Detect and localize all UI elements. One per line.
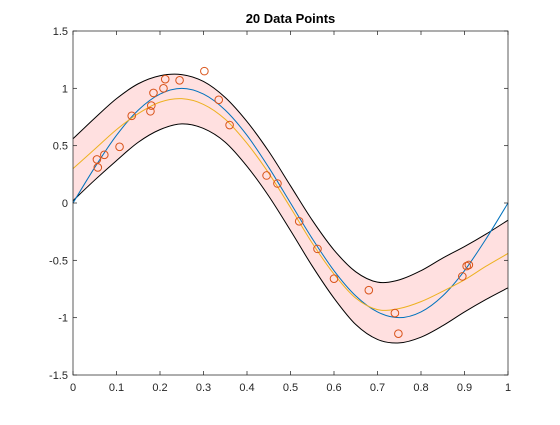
data-point bbox=[464, 260, 474, 270]
data-point bbox=[214, 95, 224, 105]
data-point bbox=[127, 111, 137, 121]
data-point bbox=[93, 163, 103, 172]
data-point bbox=[149, 88, 158, 98]
x-tick-label: 1 bbox=[505, 382, 511, 394]
data-point bbox=[175, 76, 184, 85]
data-point bbox=[294, 217, 304, 226]
confidence-band-lower-line bbox=[72, 123, 509, 344]
data-point bbox=[364, 285, 374, 295]
data-point bbox=[147, 101, 156, 110]
data-point bbox=[159, 84, 168, 93]
data-point bbox=[313, 244, 322, 254]
chart-title: 20 Data Points bbox=[246, 11, 336, 26]
data-point bbox=[146, 106, 155, 116]
series-line-2 bbox=[72, 98, 509, 311]
data-point bbox=[462, 261, 471, 271]
data-point bbox=[262, 171, 271, 180]
x-tick-label: 0.3 bbox=[196, 382, 211, 394]
y-tick-label: 1 bbox=[62, 83, 68, 95]
x-tick-label: 0.4 bbox=[239, 382, 254, 394]
y-tick-label: -1.5 bbox=[49, 370, 68, 382]
ticks: 0 0.1 0.2 0.3 0.4 0.5 0.6 0.7 0.8 0.9 1 -1.5 -1 -0.5 0… bbox=[49, 26, 511, 394]
y-tick-label: -0.5 bbox=[49, 255, 68, 267]
x-tick-label: 0 bbox=[70, 382, 76, 394]
x-tick-label: 0.8 bbox=[413, 382, 428, 394]
data-point bbox=[100, 150, 109, 160]
data-point bbox=[92, 155, 102, 164]
data-point bbox=[329, 274, 339, 283]
data-point bbox=[394, 329, 403, 339]
data-point bbox=[115, 142, 124, 152]
x-tick-label: 0.9 bbox=[457, 382, 472, 394]
confidence-band-upper-line bbox=[72, 73, 509, 284]
confidence-band-fill bbox=[73, 74, 508, 343]
data-point bbox=[390, 308, 400, 318]
x-tick-label: 0.1 bbox=[109, 382, 124, 394]
y-tick-label: 0.5 bbox=[53, 141, 68, 153]
y-tick-label: -1 bbox=[58, 313, 68, 325]
data-point bbox=[225, 120, 234, 130]
x-tick-label: 0.2 bbox=[152, 382, 167, 394]
plot-layers bbox=[72, 66, 509, 344]
y-tick-label: 0 bbox=[62, 198, 68, 210]
data-point bbox=[273, 179, 282, 188]
data-point bbox=[458, 272, 467, 281]
x-tick-label: 0.6 bbox=[326, 382, 341, 394]
y-tick-label: 1.5 bbox=[53, 26, 68, 38]
data-point bbox=[160, 74, 170, 84]
x-tick-label: 0.7 bbox=[370, 382, 385, 394]
x-tick-label: 0.5 bbox=[283, 382, 298, 394]
series-line-1 bbox=[72, 87, 509, 319]
data-point bbox=[200, 66, 209, 76]
